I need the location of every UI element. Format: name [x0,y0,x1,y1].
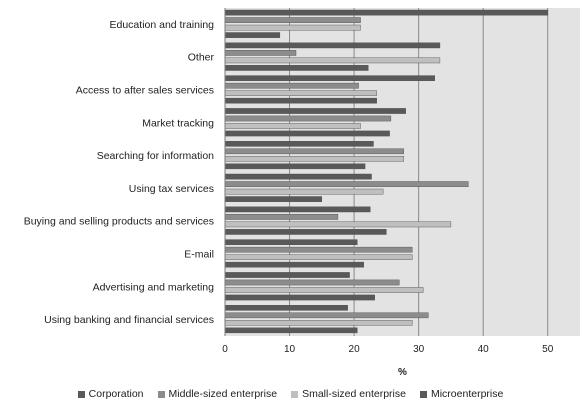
category-label: Other [188,52,215,64]
bar [224,327,358,334]
bar [224,155,404,162]
bar [224,221,452,228]
legend-swatch [419,390,427,398]
bar [224,57,441,64]
bar [224,108,406,114]
category-label: E-mail [184,248,214,260]
bar [224,173,372,180]
category-label: Education and training [110,19,215,31]
legend-item: Middle-sized enterprise [157,386,278,402]
bar [224,229,387,235]
plot-area [225,8,580,336]
bars [224,9,548,334]
bar [224,42,441,49]
bar [224,82,359,89]
bar [224,254,413,261]
bar [224,130,390,137]
bar [224,181,469,187]
x-tick-label: 40 [478,344,490,355]
bar [224,9,548,16]
bar [224,123,361,129]
bar [224,97,377,104]
category-label: Advertising and marketing [93,281,215,293]
legend: Corporation Middle-sized enterprise Small-… [0,386,581,402]
x-tick-label: 50 [542,344,554,355]
bar [224,148,404,155]
category-label: Buying and selling products and services [24,216,214,228]
bar [224,287,424,293]
bar [224,115,392,122]
bar [224,75,435,81]
legend-swatch [157,390,165,398]
bar [224,294,375,301]
bar [224,90,377,96]
bar [224,246,413,253]
bar [224,305,348,311]
bar [224,32,281,38]
bar [224,50,297,56]
bar [224,163,366,170]
category-label: Searching for information [97,150,214,162]
bar [224,312,429,319]
x-tick-label: 20 [349,344,361,355]
bar [224,279,400,286]
bar [224,196,323,202]
legend-label: Small-sized enterprise [302,388,406,400]
bar [224,206,371,213]
category-label: Access to after sales services [76,84,214,96]
legend-label: Corporation [88,388,144,400]
category-label: Market tracking [142,117,214,129]
legend-swatch [77,390,85,398]
bar [224,24,361,31]
x-tick-label: 0 [222,344,228,355]
bar [224,214,339,220]
bar [224,261,364,268]
bar [224,239,358,246]
category-label: Using banking and financial services [44,314,214,326]
category-label: Using tax services [129,183,214,195]
legend-item: Small-sized enterprise [291,386,406,402]
legend-swatch [291,390,299,398]
bar [224,272,350,278]
x-axis-title: % [398,367,407,378]
bar [224,17,361,23]
x-tick-label: 10 [284,344,296,355]
bar [224,320,413,326]
legend-item: Corporation [77,386,144,402]
x-tick-label: 30 [413,344,425,355]
bar [224,188,384,195]
legend-item: Microenterprise [419,386,504,402]
legend-label: Middle-sized enterprise [168,388,278,400]
x-tick-labels: 0 10 20 30 40 50 [222,344,554,355]
legend-label: Microenterprise [430,388,504,400]
category-labels: Education and training Other Access to aft… [24,19,215,326]
bar [224,140,374,147]
bar [224,65,369,71]
